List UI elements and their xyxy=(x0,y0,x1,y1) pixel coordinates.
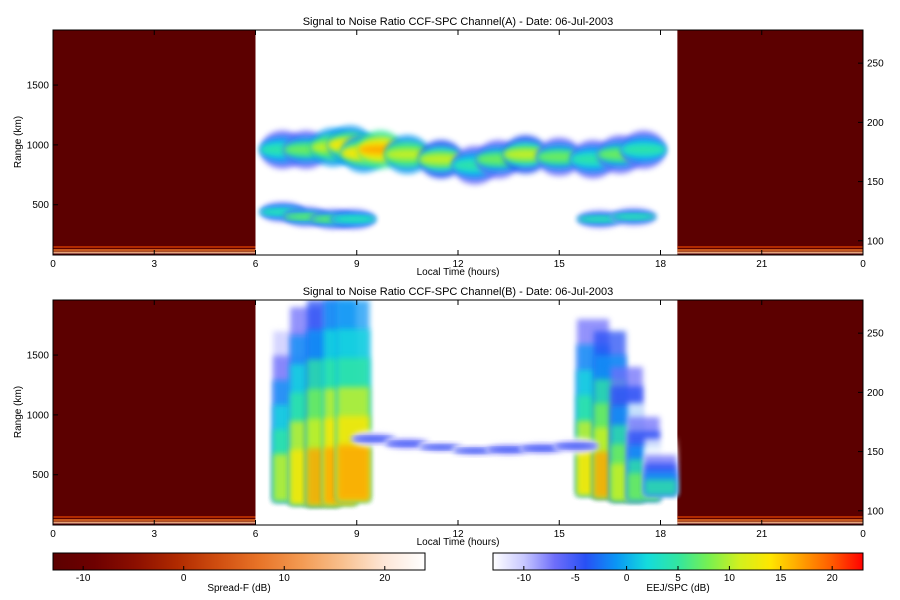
x-tick-label: 21 xyxy=(756,259,768,270)
colorbar-tick-label: 10 xyxy=(279,573,291,584)
spreadf-block xyxy=(53,300,256,525)
eej-colorbar-gradient xyxy=(493,553,863,570)
morning-echo xyxy=(337,444,370,501)
x-tick-label: 9 xyxy=(354,259,360,270)
spreadf-block xyxy=(677,30,863,255)
colorbar-tick-label: -10 xyxy=(76,573,91,584)
panel-channel-a: Signal to Noise Ratio CCF-SPC Channel(A)… xyxy=(13,16,884,278)
x-tick-label: 15 xyxy=(554,529,566,540)
x-tick-label: 15 xyxy=(554,259,566,270)
colorbar-tick-label: -5 xyxy=(571,573,580,584)
midday-layer xyxy=(554,444,599,448)
midday-layer xyxy=(520,446,565,451)
spreadf-colorbar-gradient xyxy=(53,553,425,570)
colorbar-tick-label: 10 xyxy=(724,573,736,584)
y2-tick-label: 100 xyxy=(867,506,884,517)
spreadf-colorbar: -10 0 10 20 Spread-F (dB) xyxy=(52,552,426,594)
colorbar-tick-label: 5 xyxy=(675,573,681,584)
eej-echo-layer xyxy=(503,150,548,159)
y2-tick-label: 200 xyxy=(867,118,884,129)
y-tick-label: 1000 xyxy=(27,140,50,151)
eej-colorbar-label: EEJ/SPC (dB) xyxy=(646,583,709,594)
midday-layer xyxy=(385,441,430,446)
y2-tick-label: 250 xyxy=(867,329,884,340)
y2-tick-label: 150 xyxy=(867,177,884,188)
colorbar-tick-label: 20 xyxy=(827,573,839,584)
y2-tick-label: 100 xyxy=(867,236,884,247)
panel-channel-b: Signal to Noise Ratio CCF-SPC Channel(B)… xyxy=(13,286,884,548)
y-tick-label: 1000 xyxy=(27,410,50,421)
y-tick-label: 1500 xyxy=(27,351,50,362)
panel-a-xlabel: Local Time (hours) xyxy=(417,267,500,278)
x-tick-label: 6 xyxy=(253,259,259,270)
x-tick-label: 3 xyxy=(151,529,157,540)
eej-echo-layer xyxy=(621,145,666,154)
x-tick-label: 12 xyxy=(452,259,464,270)
spreadf-block xyxy=(677,300,863,525)
colorbar-tick-label: 0 xyxy=(624,573,630,584)
eej-colorbar: -10 -5 0 5 10 15 20 EEJ/SPC (dB) xyxy=(492,552,864,594)
spreadf-colorbar-label: Spread-F (dB) xyxy=(207,583,270,594)
x-tick-label: 9 xyxy=(354,529,360,540)
y2-tick-label: 250 xyxy=(867,59,884,70)
y2-tick-label: 200 xyxy=(867,388,884,399)
panel-a-ylabel: Range (km) xyxy=(13,116,24,168)
panel-b-ylabel: Range (km) xyxy=(13,386,24,438)
x-tick-label: 0 xyxy=(50,529,56,540)
x-tick-label: 12 xyxy=(452,529,464,540)
colorbar-tick-label: 20 xyxy=(379,573,391,584)
y-tick-label: 500 xyxy=(32,470,49,481)
eej-lower-layer xyxy=(577,216,622,222)
eej-echo-layer xyxy=(419,155,464,164)
spreadf-colorbar-frame xyxy=(52,552,426,571)
eej-lower-layer xyxy=(611,214,656,219)
eej-echo-layer xyxy=(537,152,582,162)
x-tick-label: 21 xyxy=(756,529,768,540)
x-tick-label: 3 xyxy=(151,259,157,270)
spreadf-block xyxy=(53,30,256,255)
x-tick-label: 18 xyxy=(655,259,667,270)
y-tick-label: 500 xyxy=(32,200,49,211)
panel-b-title: Signal to Noise Ratio CCF-SPC Channel(B)… xyxy=(303,286,614,298)
midday-layer xyxy=(419,445,464,449)
midday-layer xyxy=(452,449,497,453)
colorbar-tick-label: 0 xyxy=(181,573,187,584)
midday-layer xyxy=(351,437,396,441)
x-tick-label: 0 xyxy=(50,259,56,270)
x-tick-label: 6 xyxy=(253,529,259,540)
panel-b-xlabel: Local Time (hours) xyxy=(417,537,500,548)
x-tick-label: 0 xyxy=(860,259,866,270)
x-tick-label: 0 xyxy=(860,529,866,540)
panel-a-title: Signal to Noise Ratio CCF-SPC Channel(A)… xyxy=(303,16,614,28)
eej-echo-layer xyxy=(385,150,430,159)
colorbar-tick-label: 15 xyxy=(775,573,787,584)
colorbar-tick-label: -10 xyxy=(517,573,532,584)
midday-layer xyxy=(486,447,531,452)
x-tick-label: 18 xyxy=(655,529,667,540)
eej-lower-layer xyxy=(331,216,376,222)
y-tick-label: 1500 xyxy=(27,81,50,92)
afternoon-echo xyxy=(644,479,677,496)
y2-tick-label: 150 xyxy=(867,447,884,458)
